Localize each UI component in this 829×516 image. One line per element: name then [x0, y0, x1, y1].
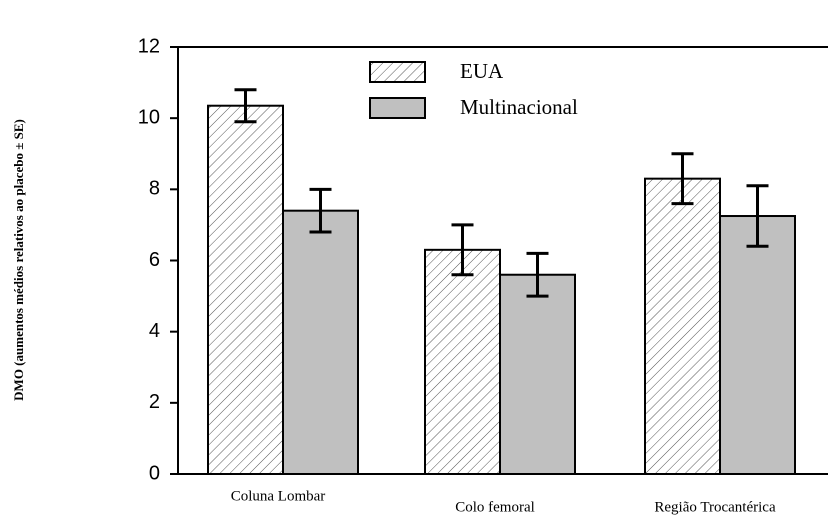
y-tick-label: 8 — [149, 178, 160, 200]
error-bar — [451, 223, 474, 277]
error-bar — [234, 88, 257, 124]
bar — [719, 215, 796, 475]
legend-label: EUA — [460, 59, 504, 83]
legend-swatch — [369, 61, 426, 83]
error-bar — [309, 187, 332, 234]
bar — [644, 177, 721, 476]
bar — [499, 273, 576, 475]
x-tick-label: Região Trocantérica — [654, 499, 776, 515]
y-tick-label: 0 — [149, 462, 160, 484]
x-tick-label: Coluna Lombar — [231, 488, 326, 504]
y-axis-label: DMO (aumentos médios relativos ao placeb… — [11, 119, 26, 401]
y-tick-label: 12 — [138, 35, 160, 57]
legend-swatch — [369, 97, 426, 119]
y-tick-label: 2 — [149, 391, 160, 413]
error-bar — [671, 152, 694, 206]
legend-label: Multinacional — [460, 95, 578, 119]
bar — [282, 209, 359, 476]
bar — [207, 104, 284, 476]
error-bar — [746, 184, 769, 248]
y-tick-label: 10 — [138, 106, 160, 128]
x-tick-label: Colo femoral — [455, 499, 535, 515]
error-bar — [526, 251, 549, 298]
y-tick-label: 6 — [149, 249, 160, 271]
bar — [424, 248, 501, 475]
y-tick-label: 4 — [149, 320, 160, 342]
